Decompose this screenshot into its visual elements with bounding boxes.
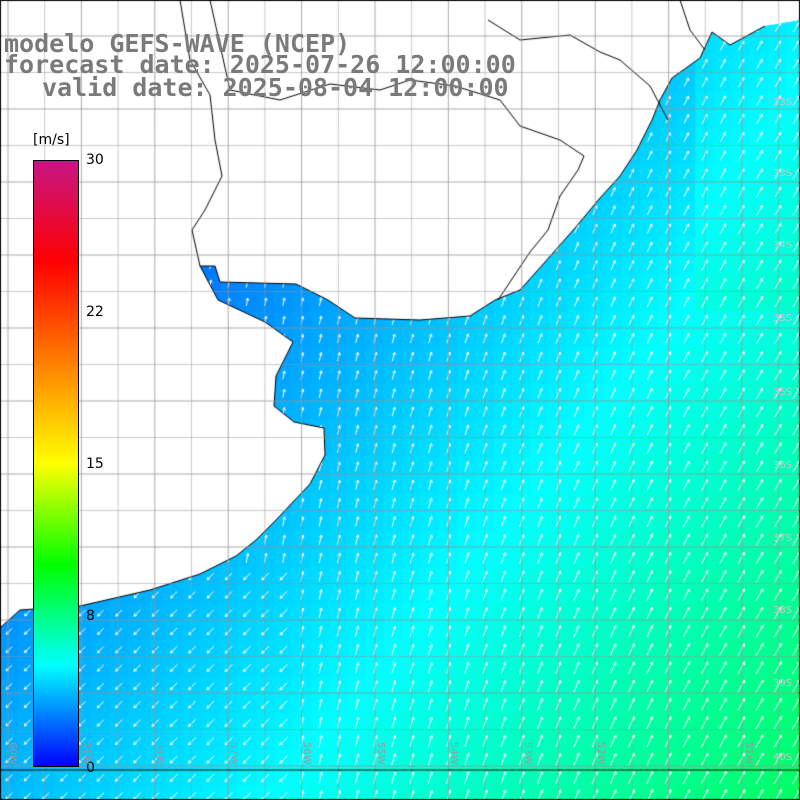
lon-label: 56W (301, 742, 312, 765)
lon-label: 58W (154, 742, 165, 765)
colorbar-tick-label: 8 (86, 608, 95, 624)
lon-label: 51W (743, 742, 754, 765)
lat-label: 38S (773, 605, 793, 616)
model-title: modelo GEFS-WAVE (NCEP) (4, 29, 351, 58)
forecast-date: forecast date: 2025-07-26 12:00:00 (4, 50, 516, 79)
lat-label: 35S (773, 313, 793, 324)
lat-label: 36S (773, 460, 793, 471)
valid-date: valid date: 2025-08-04 12:00:00 (42, 73, 509, 102)
lon-label: 59W (81, 742, 92, 765)
lat-label: 35S (773, 387, 793, 398)
lat-label: 34S (773, 240, 793, 251)
lon-label: 52W (595, 742, 606, 765)
lat-label: 37S (773, 533, 793, 544)
colorbar-tick-label: 30 (86, 152, 104, 168)
lat-label: 40S (773, 752, 793, 763)
colorbar-tick-label: 0 (86, 760, 95, 776)
colorbar-gradient (33, 160, 79, 767)
lat-label: 33S (773, 97, 793, 108)
colorbar-tick-label: 15 (86, 456, 104, 472)
lon-label: 54W (448, 742, 459, 765)
colorbar-unit-label: [m/s] (33, 132, 70, 148)
lon-label: 55W (375, 742, 386, 765)
lon-label: 57W (228, 742, 239, 765)
lon-label: 60W (7, 742, 18, 765)
lon-label: 53W (522, 742, 533, 765)
lat-label: 39S (773, 678, 793, 689)
lat-label: 33S (773, 168, 793, 179)
colorbar-tick-label: 22 (86, 304, 104, 320)
